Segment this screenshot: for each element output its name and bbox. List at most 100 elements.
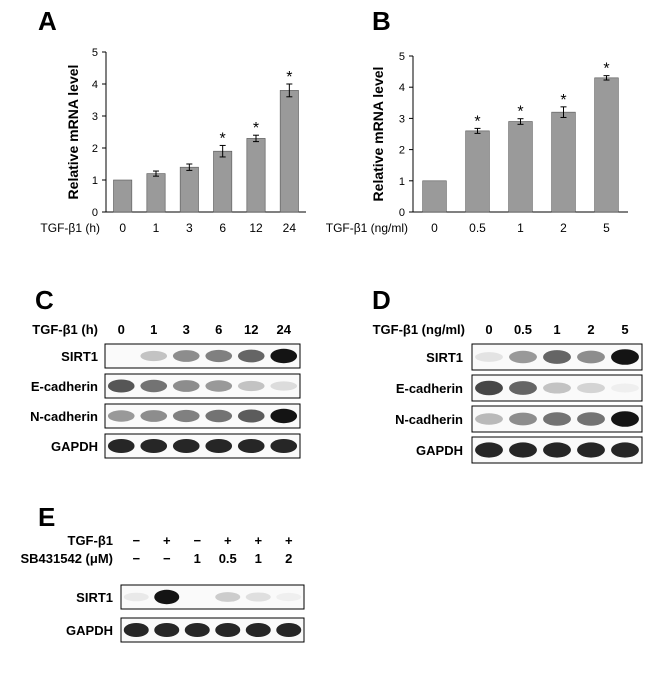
blot-band bbox=[276, 592, 302, 602]
blot-lane-label: 12 bbox=[244, 322, 258, 337]
blot-membrane bbox=[104, 403, 301, 429]
blot-condition-label: TGF-β1 (ng/ml) bbox=[373, 322, 465, 337]
blot-band bbox=[270, 381, 298, 391]
blot-row-label: E-cadherin bbox=[396, 381, 463, 396]
blot-band bbox=[543, 382, 571, 394]
blot-band bbox=[107, 438, 135, 454]
y-tick-label: 3 bbox=[92, 111, 98, 123]
x-tick-label: 1 bbox=[517, 221, 524, 235]
y-tick-label: 3 bbox=[399, 113, 405, 125]
western-blot-time-course: TGF-β1 (h) 0 1 3 6 12 24 SIRT1 E-cadherin N-cadhe… bbox=[30, 322, 301, 459]
y-axis-label: Relative mRNA level bbox=[370, 67, 386, 202]
blot-band bbox=[543, 412, 571, 426]
blot-band bbox=[215, 622, 241, 638]
bar bbox=[113, 179, 133, 213]
blot-band bbox=[543, 350, 571, 364]
blot-lane-label: 0 bbox=[118, 322, 125, 337]
blot-band bbox=[205, 438, 233, 454]
blot-lane-value: − bbox=[132, 551, 140, 566]
blot-condition-label: TGF-β1 (h) bbox=[32, 322, 98, 337]
blot-band bbox=[577, 442, 605, 458]
blot-band bbox=[475, 413, 503, 425]
blot-membrane bbox=[104, 433, 301, 459]
y-tick-label: 1 bbox=[92, 175, 98, 187]
blot-band bbox=[577, 382, 605, 394]
x-tick-label: 0.5 bbox=[469, 221, 486, 235]
blot-band bbox=[172, 409, 200, 423]
blot-lane-value: 0.5 bbox=[219, 551, 237, 566]
blot-band bbox=[172, 350, 200, 362]
blot-band bbox=[245, 622, 271, 638]
panel-label-a: A bbox=[38, 6, 57, 36]
blot-band bbox=[140, 379, 168, 393]
blot-membrane bbox=[104, 343, 301, 369]
bar bbox=[246, 138, 266, 213]
bar bbox=[508, 121, 533, 213]
significance-marker: * bbox=[560, 92, 566, 109]
x-tick-label: 5 bbox=[603, 221, 610, 235]
blot-row-label: SIRT1 bbox=[426, 350, 463, 365]
blot-row-label: GAPDH bbox=[416, 443, 463, 458]
blot-lane-label: 1 bbox=[553, 322, 560, 337]
x-tick-label: 0 bbox=[119, 221, 126, 235]
blot-band bbox=[172, 380, 200, 392]
significance-marker: * bbox=[253, 120, 259, 137]
x-tick-label: 0 bbox=[431, 221, 438, 235]
blot-row-label: N-cadherin bbox=[395, 412, 463, 427]
x-tick-label: 6 bbox=[219, 221, 226, 235]
blot-lane-label: 24 bbox=[277, 322, 292, 337]
blot-band bbox=[123, 592, 149, 602]
blot-band bbox=[172, 438, 200, 454]
blot-membrane bbox=[120, 584, 305, 610]
blot-lane-label: 2 bbox=[587, 322, 594, 337]
blot-band bbox=[205, 380, 233, 392]
blot-band bbox=[107, 410, 135, 422]
y-tick-label: 2 bbox=[399, 145, 405, 157]
blot-condition-label: TGF-β1 bbox=[68, 533, 114, 548]
blot-lane-value: − bbox=[163, 551, 171, 566]
blot-band bbox=[509, 350, 537, 364]
blot-band bbox=[611, 442, 639, 458]
blot-band bbox=[107, 379, 135, 393]
x-tick-label: 3 bbox=[186, 221, 193, 235]
x-tick-label: 2 bbox=[560, 221, 567, 235]
y-tick-label: 4 bbox=[92, 79, 98, 91]
blot-band bbox=[611, 411, 639, 427]
significance-marker: * bbox=[603, 61, 609, 78]
blot-lane-label: 6 bbox=[215, 322, 222, 337]
bar bbox=[594, 77, 619, 213]
blot-lane-value: + bbox=[224, 533, 232, 548]
blot-lane-label: 0 bbox=[485, 322, 492, 337]
blot-row-label: N-cadherin bbox=[30, 409, 98, 424]
blot-band bbox=[184, 622, 210, 638]
blot-lane-value: 1 bbox=[255, 551, 262, 566]
blot-band bbox=[611, 383, 639, 393]
blot-membrane bbox=[120, 617, 305, 643]
blot-band bbox=[270, 348, 298, 364]
blot-band bbox=[270, 438, 298, 454]
bar bbox=[213, 150, 233, 213]
blot-band bbox=[140, 350, 168, 362]
x-tick-label: 1 bbox=[153, 221, 160, 235]
panel-label-e: E bbox=[38, 502, 56, 532]
blot-band bbox=[475, 442, 503, 458]
blot-lane-label: 0.5 bbox=[514, 322, 532, 337]
significance-marker: * bbox=[286, 69, 292, 86]
blot-band bbox=[205, 349, 233, 363]
blot-band bbox=[245, 592, 271, 602]
blot-lane-value: + bbox=[254, 533, 262, 548]
bar bbox=[465, 130, 490, 213]
blot-band bbox=[237, 409, 265, 423]
blot-band bbox=[475, 352, 503, 362]
blot-band bbox=[123, 622, 149, 638]
blot-band bbox=[475, 380, 503, 396]
blot-row-label: GAPDH bbox=[51, 439, 98, 454]
blot-condition-label: SB431542 (μM) bbox=[21, 551, 114, 566]
blot-lane-value: − bbox=[132, 533, 140, 548]
blot-row-label: GAPDH bbox=[66, 623, 113, 638]
bar bbox=[146, 173, 166, 213]
blot-row-label: SIRT1 bbox=[61, 349, 98, 364]
blot-lane-value: − bbox=[193, 533, 201, 548]
panel-label-b: B bbox=[372, 6, 391, 36]
blot-lane-value: + bbox=[285, 533, 293, 548]
